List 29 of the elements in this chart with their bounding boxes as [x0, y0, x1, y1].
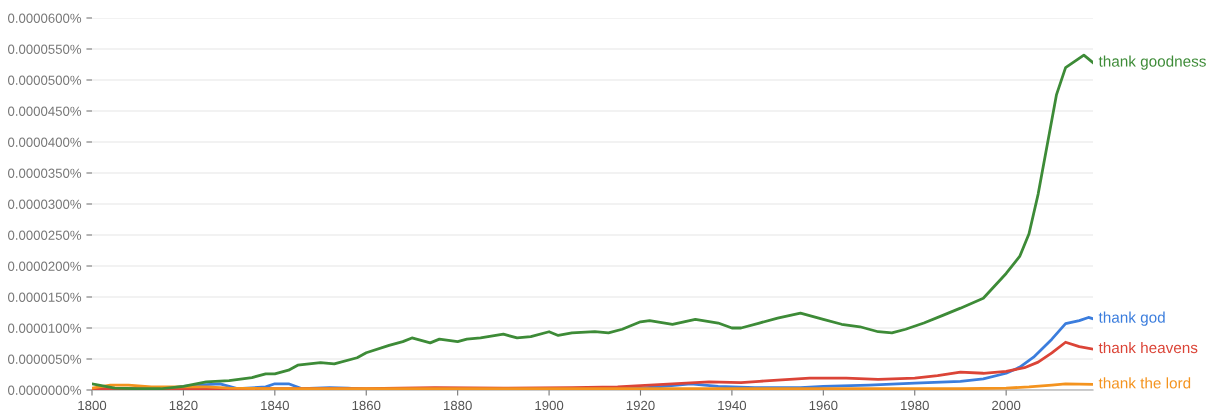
x-tick-label: 2000	[992, 400, 1021, 411]
y-tick-label: 0.0000600%	[8, 13, 82, 23]
x-tick-label: 1820	[169, 400, 198, 411]
x-tick-label: 1980	[901, 400, 929, 411]
y-tick-label: 0.0000100%	[8, 323, 82, 333]
x-tick-label: 1940	[718, 400, 747, 411]
y-tick-label: 0.0000150%	[8, 292, 82, 302]
y-tick-label: 0.0000200%	[8, 261, 82, 271]
x-tick-label: 1800	[78, 400, 107, 411]
y-tick-label: 0.0000400%	[8, 137, 82, 147]
series-label: thank the lord	[1098, 377, 1191, 389]
x-tick-label: 1960	[809, 400, 838, 411]
y-tick-label: 0.0000350%	[8, 168, 82, 178]
y-tick-label: 0.0000000%	[8, 385, 82, 395]
x-tick-label: 1860	[352, 400, 381, 411]
series-label: thank god	[1098, 311, 1165, 326]
series-label: thank heavens	[1098, 341, 1198, 354]
line-series	[92, 53, 1093, 390]
x-tick-label: 1840	[261, 400, 289, 411]
x-tick-label: 1880	[443, 400, 472, 411]
y-tick-label: 0.0000300%	[8, 199, 82, 209]
y-tick-label: 0.0000550%	[8, 44, 82, 54]
x-tick-label: 1920	[626, 400, 655, 411]
y-tick-label: 0.0000250%	[8, 230, 82, 240]
y-tick-label: 0.0000500%	[8, 75, 82, 85]
series-label: thank goodness	[1098, 55, 1206, 70]
x-tick-label: 1900	[535, 400, 564, 411]
y-tick-label: 0.0000050%	[8, 354, 82, 364]
y-tick-label: 0.0000450%	[8, 106, 82, 116]
